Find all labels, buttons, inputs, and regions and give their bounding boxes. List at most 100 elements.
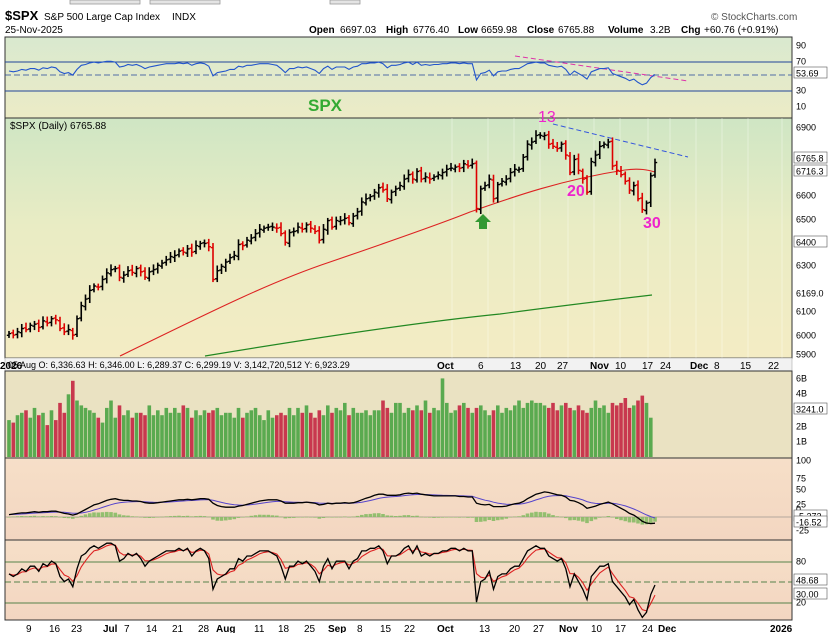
axis-tick-label: 30 — [796, 86, 806, 96]
volume-bar — [262, 420, 266, 457]
ohlc-bar — [270, 222, 275, 232]
ohlc-bar — [516, 166, 522, 173]
volume-bar — [457, 405, 462, 457]
ohlc-bar — [266, 223, 271, 231]
macd-hist-bar — [130, 516, 135, 517]
volume-bar — [355, 412, 360, 457]
macd-hist-bar — [304, 516, 309, 518]
macd-hist-bar — [283, 517, 288, 519]
macd-hist-bar — [389, 515, 394, 517]
axis-tick-label: 5900 — [796, 350, 816, 360]
ohlc-bar — [147, 267, 152, 282]
ohlc-bar — [470, 158, 475, 169]
volume-bar — [92, 412, 96, 457]
volume-bar — [164, 407, 169, 457]
volume-bar — [66, 394, 71, 457]
bottom-date-label: 20 — [509, 624, 521, 633]
ohlc-bar — [419, 166, 424, 183]
ohlc-bar — [550, 138, 556, 149]
volume-bar — [130, 417, 135, 457]
volume-bar — [364, 410, 368, 457]
volume-bar — [168, 412, 173, 457]
macd-hist-bar — [262, 514, 266, 517]
volume-bar — [62, 412, 67, 457]
bottom-date-label: Jul — [103, 624, 118, 633]
volume-bar — [181, 405, 186, 457]
volume-bar — [241, 417, 245, 457]
ohlc-bar — [325, 217, 330, 235]
volume-bar — [245, 412, 249, 457]
ohlc-bar — [465, 160, 471, 169]
macd-hist-bar — [177, 515, 181, 517]
price-panel: SPX $SPX (Daily) 6765.88 13 20 30 — [4, 96, 793, 359]
macd-hist-bar — [236, 517, 241, 518]
bottom-date-axis: 9 16 23 Jul 7 14 21 28 Aug 11 18 25 Sep 8 15 22 Oct 13 20 2… — [26, 624, 793, 635]
mid-date-label: 15 — [740, 361, 752, 372]
macd-hist-bar — [287, 517, 292, 519]
volume-bar — [394, 402, 398, 457]
ohlc-bar — [210, 243, 216, 283]
bottom-date-label: 2026 — [770, 624, 793, 633]
up-arrow-icon — [475, 214, 491, 229]
macd-hist-bar — [500, 517, 504, 520]
ohlc-bar — [346, 215, 352, 226]
macd-hist-bar — [521, 515, 526, 517]
bottom-date-label: 27 — [533, 624, 545, 633]
ohlc-bar — [368, 193, 373, 202]
macd-hist-bar — [585, 517, 589, 524]
macd-hist-bar — [249, 515, 254, 517]
volume-bar — [525, 402, 530, 457]
ohlc-bar — [117, 264, 122, 282]
volume-bar — [419, 410, 424, 457]
macd-hist-bar — [555, 516, 560, 517]
volume-label: Volume — [608, 25, 644, 36]
macd-hist-bar — [474, 517, 479, 522]
bottom-date-label: 22 — [404, 624, 416, 633]
ohlc-bar — [504, 175, 509, 186]
volume-bar — [202, 410, 207, 457]
macd-hist-bar — [45, 516, 50, 517]
macd-hist-bar — [377, 513, 381, 517]
volume-bar — [109, 400, 113, 457]
mid-date-label: 20 — [535, 361, 547, 372]
volume-bar — [321, 415, 326, 457]
stoch-d-line — [8, 544, 656, 612]
ohlc-bar — [495, 181, 500, 203]
ohlc-bar — [151, 264, 156, 276]
ohlc-bar — [159, 259, 165, 269]
macd-hist-bar — [168, 516, 173, 517]
ohlc-bar — [11, 329, 16, 339]
mid-date-label: 6 — [478, 361, 484, 372]
macd-hist-bar — [470, 517, 475, 518]
macd-hist-bar — [589, 517, 594, 522]
axis-tick-label: 20 — [796, 598, 806, 608]
wave-label-20: 20 — [567, 183, 585, 200]
volume-bar — [453, 410, 458, 457]
volume-bar — [644, 402, 649, 457]
exchange-label: INDX — [172, 12, 196, 23]
axis-tick-label: -25 — [796, 526, 809, 536]
macd-hist-bar — [513, 516, 517, 518]
macd-line — [8, 491, 656, 525]
stoch-panel — [4, 539, 793, 621]
macd-hist-bar — [398, 515, 402, 517]
volume-bar — [572, 410, 577, 457]
macd-panel — [4, 457, 793, 541]
wave-label-30: 30 — [643, 215, 661, 232]
macd-hist-bar — [330, 517, 334, 518]
ohlc-bar — [249, 234, 254, 245]
axis-tick-label: 48.68 — [796, 576, 819, 586]
macd-hist-bar — [534, 511, 538, 517]
ohlc-bar — [96, 283, 101, 291]
mid-date-label: 24 — [660, 361, 672, 372]
volume-bar — [632, 405, 636, 457]
ohlc-bar — [227, 253, 233, 264]
macd-hist-bar — [126, 515, 130, 517]
date-label: 25-Nov-2025 — [5, 25, 63, 36]
ohlc-bar — [359, 197, 364, 216]
volume-bar — [449, 412, 453, 457]
bottom-date-label: Nov — [559, 624, 578, 633]
volume-bar — [326, 405, 330, 457]
volume-bar — [487, 415, 492, 457]
macd-hist-bar — [117, 514, 122, 517]
